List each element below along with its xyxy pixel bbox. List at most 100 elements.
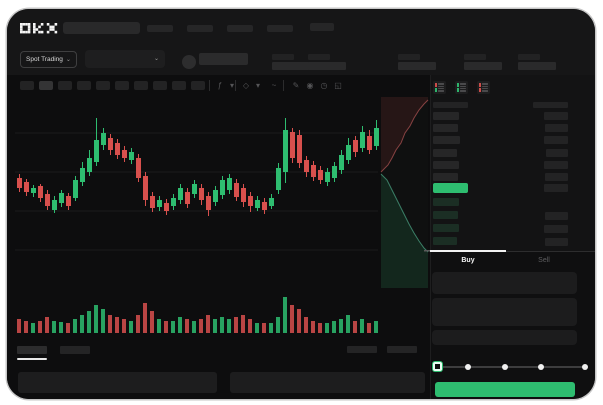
ask-amount-cell[interactable] xyxy=(544,161,568,169)
icon-row xyxy=(435,85,444,88)
orderbook-last-price[interactable] xyxy=(433,183,468,193)
ask-amount-cell[interactable] xyxy=(544,112,568,120)
bid-price-cell[interactable] xyxy=(433,237,457,245)
search-input[interactable] xyxy=(63,22,140,34)
timeframe-button[interactable] xyxy=(39,81,53,90)
timeframe-button[interactable] xyxy=(96,81,110,90)
tab-sell[interactable]: Sell xyxy=(538,257,550,264)
stat-value xyxy=(308,62,346,70)
bid-price-cell[interactable] xyxy=(433,224,459,232)
stat-value xyxy=(518,62,556,70)
chevron-down-icon[interactable]: ▾ xyxy=(229,81,234,90)
slider-stop-dot[interactable] xyxy=(582,364,588,370)
icon-row xyxy=(457,87,466,90)
nav-item[interactable] xyxy=(187,25,213,32)
timeframe-button[interactable] xyxy=(172,81,186,90)
ask-price-cell[interactable] xyxy=(433,173,458,181)
ask-amount-cell[interactable] xyxy=(544,136,568,144)
order-form-field[interactable] xyxy=(432,298,577,326)
edit-icon[interactable]: ✎ xyxy=(292,81,300,90)
ask-amount-cell[interactable] xyxy=(545,124,568,132)
chart-style-icon[interactable]: ◇ xyxy=(242,81,250,90)
bottom-tab[interactable] xyxy=(17,346,47,354)
bid-price-cell[interactable] xyxy=(433,198,459,206)
orderbook-column-header xyxy=(433,102,468,108)
nav-item[interactable] xyxy=(267,25,293,32)
buy-submit-button[interactable] xyxy=(435,382,575,397)
indicator-icon[interactable]: ƒ xyxy=(217,81,223,90)
icon-row xyxy=(435,87,444,90)
bottom-toolbar-block[interactable] xyxy=(387,346,417,353)
chevron-down-icon: ⌄ xyxy=(153,56,159,62)
slider-stop-dot[interactable] xyxy=(465,364,471,370)
candlestick-chart[interactable] xyxy=(7,9,595,399)
amount-slider-track[interactable] xyxy=(437,366,585,368)
orderbook-asks-icon[interactable] xyxy=(477,81,490,94)
pair-selector-dropdown[interactable]: ⌄ xyxy=(85,50,165,68)
nav-item[interactable] xyxy=(227,25,253,32)
order-form-field[interactable] xyxy=(432,272,577,294)
ask-amount-cell[interactable] xyxy=(546,149,568,157)
stat-value xyxy=(398,62,436,70)
bid-amount-cell[interactable] xyxy=(545,238,568,246)
line-tool-icon[interactable]: ~ xyxy=(271,81,277,90)
camera-icon[interactable]: ◉ xyxy=(306,81,314,90)
ask-price-cell[interactable] xyxy=(433,112,459,120)
icon-row xyxy=(479,83,488,85)
orderbook-combined-icon[interactable] xyxy=(433,81,446,94)
market-type-label: Spot Trading xyxy=(26,56,63,63)
bid-amount-cell[interactable] xyxy=(544,225,568,233)
icon-row xyxy=(435,89,444,92)
timeframe-button[interactable] xyxy=(77,81,91,90)
timeframe-button[interactable] xyxy=(134,81,148,90)
icon-row xyxy=(457,85,466,88)
market-type-dropdown[interactable]: Spot Trading ⌄ xyxy=(20,51,77,68)
timeframe-button[interactable] xyxy=(58,81,72,90)
stat-label xyxy=(272,54,294,60)
timeframe-button[interactable] xyxy=(153,81,167,90)
toolbar-divider xyxy=(283,80,284,91)
ask-price-cell[interactable] xyxy=(433,136,460,144)
slider-stop-dot[interactable] xyxy=(538,364,544,370)
bottom-panel xyxy=(18,372,217,393)
last-amount-cell xyxy=(544,184,568,192)
slider-stop-dot[interactable] xyxy=(502,364,508,370)
stat-label xyxy=(464,54,486,60)
okx-logo[interactable] xyxy=(20,23,60,34)
bottom-panel xyxy=(230,372,425,393)
ask-price-cell[interactable] xyxy=(433,124,458,132)
active-tab-indicator xyxy=(430,250,506,252)
amount-slider-handle[interactable] xyxy=(433,362,442,371)
chart-background xyxy=(7,75,430,399)
nav-item[interactable] xyxy=(147,25,173,32)
bid-amount-cell[interactable] xyxy=(545,212,568,220)
icon-row xyxy=(435,83,444,85)
chevron-down-icon: ⌄ xyxy=(65,56,71,63)
ask-price-cell[interactable] xyxy=(433,161,459,169)
fullscreen-icon[interactable]: ◱ xyxy=(334,81,342,90)
nav-item[interactable] xyxy=(310,23,334,31)
chevron-down-icon[interactable]: ▾ xyxy=(255,81,260,90)
settings-icon[interactable]: ◷ xyxy=(320,81,328,90)
stat-label xyxy=(398,54,420,60)
app-window: Spot Trading ⌄ ⌄ ƒ ▾ ◇ ▾ ~ ✎ ◉ ◷ ◱ Buy Sell xyxy=(7,9,595,399)
icon-row xyxy=(479,87,488,90)
last-price-placeholder xyxy=(199,53,248,65)
stat-label xyxy=(308,54,330,60)
bottom-tab[interactable] xyxy=(60,346,90,354)
tab-buy[interactable]: Buy xyxy=(461,257,475,264)
bottom-toolbar-block[interactable] xyxy=(347,346,377,353)
timeframe-button[interactable] xyxy=(191,81,205,90)
ask-price-cell[interactable] xyxy=(433,149,457,157)
bottom-active-tab-underline xyxy=(17,358,47,360)
timeframe-button[interactable] xyxy=(20,81,34,90)
ask-amount-cell[interactable] xyxy=(545,173,568,181)
bid-price-cell[interactable] xyxy=(433,211,458,219)
orderbook-bids-icon[interactable] xyxy=(455,81,468,94)
order-form-field[interactable] xyxy=(432,330,577,345)
orderbook-column-header xyxy=(533,102,568,108)
coin-avatar xyxy=(182,55,196,69)
timeframe-button[interactable] xyxy=(115,81,129,90)
tab-divider xyxy=(430,251,595,252)
icon-row xyxy=(479,89,488,92)
